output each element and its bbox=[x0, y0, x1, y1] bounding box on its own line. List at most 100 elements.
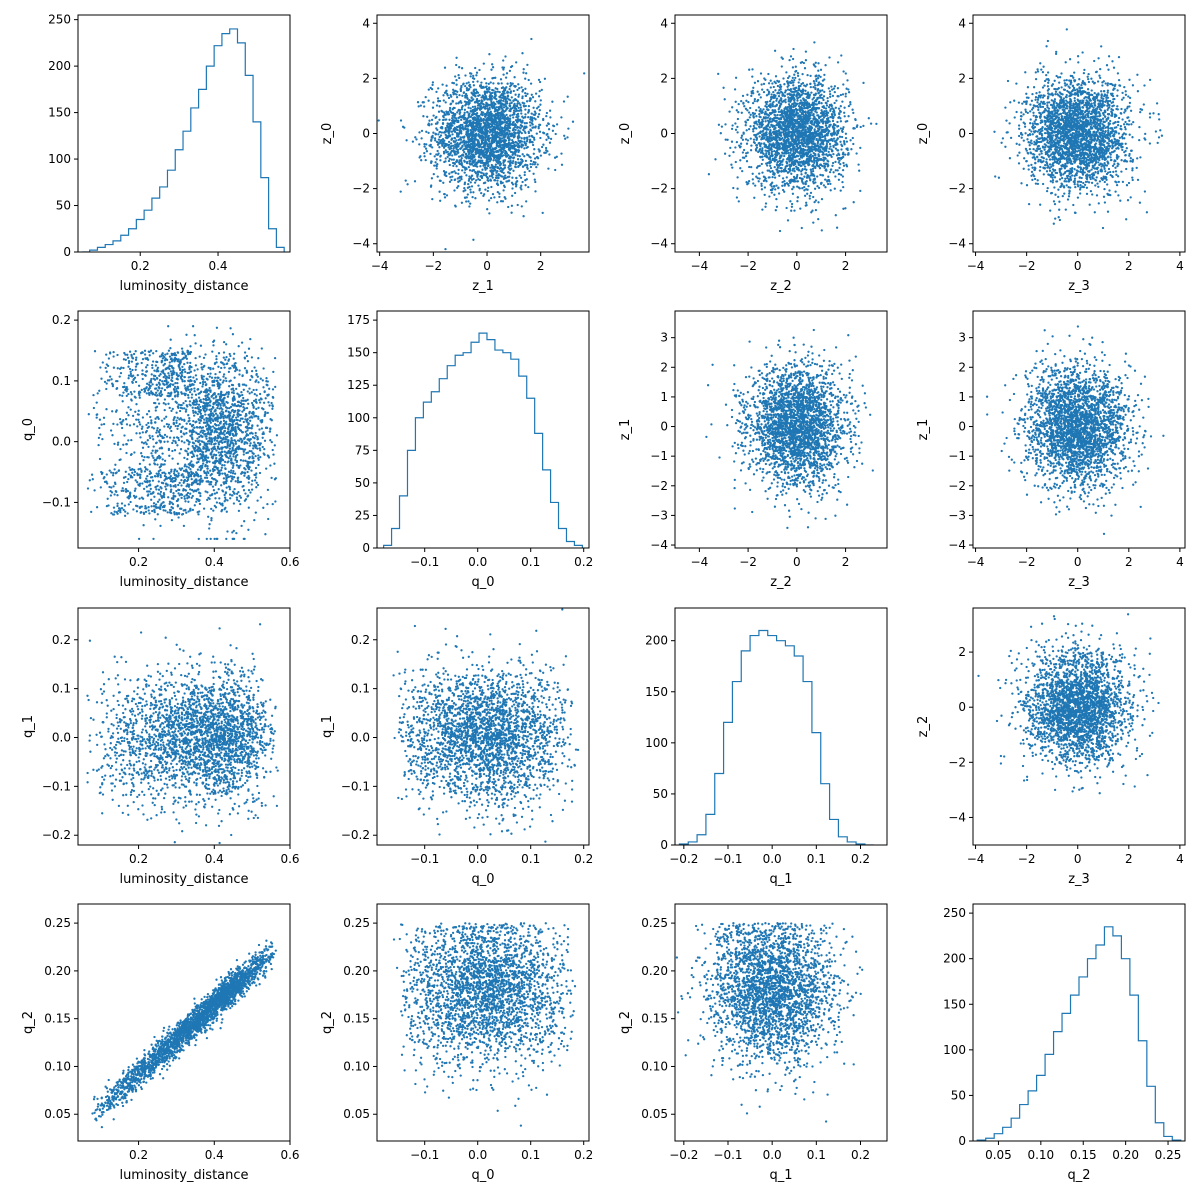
scatter-point bbox=[781, 163, 784, 166]
scatter-point bbox=[775, 99, 778, 102]
x-tick-label: 0.4 bbox=[208, 259, 227, 273]
scatter-point bbox=[814, 208, 818, 212]
scatter-point bbox=[486, 119, 489, 122]
scatter-point bbox=[781, 177, 785, 180]
scatter-point bbox=[802, 115, 805, 119]
histogram-bin bbox=[183, 131, 191, 252]
scatter-point bbox=[771, 169, 774, 173]
scatter-point bbox=[460, 118, 463, 122]
scatter-point bbox=[482, 135, 485, 139]
scatter-point bbox=[805, 155, 809, 158]
scatter-point bbox=[489, 166, 492, 169]
scatter-point bbox=[482, 172, 485, 175]
scatter-point bbox=[527, 111, 530, 114]
scatter-point bbox=[494, 163, 498, 166]
scatter-point bbox=[827, 87, 830, 90]
scatter-point bbox=[427, 131, 430, 135]
scatter-point bbox=[546, 132, 549, 136]
scatter-point bbox=[497, 132, 500, 136]
scatter-point bbox=[745, 181, 748, 184]
scatter-point bbox=[752, 138, 756, 141]
scatter-point bbox=[482, 118, 486, 121]
scatter-point bbox=[442, 181, 445, 184]
scatter-point bbox=[464, 74, 467, 77]
scatter-point bbox=[504, 55, 507, 58]
scatter-point bbox=[469, 181, 472, 184]
scatter-point bbox=[507, 136, 510, 139]
scatter-point bbox=[515, 120, 519, 124]
scatter-point bbox=[466, 140, 470, 144]
scatter-point bbox=[495, 121, 499, 124]
scatter-point bbox=[757, 106, 761, 109]
scatter-point bbox=[444, 174, 447, 177]
scatter-point bbox=[831, 94, 835, 98]
scatter-point bbox=[485, 90, 488, 93]
scatter-point bbox=[773, 49, 777, 52]
scatter-point bbox=[453, 116, 456, 119]
scatter-point bbox=[796, 72, 800, 75]
scatter-point bbox=[529, 162, 532, 166]
scatter-point bbox=[490, 174, 494, 177]
scatter-point bbox=[816, 185, 819, 188]
y-tick-label: 50 bbox=[56, 199, 71, 213]
scatter-point bbox=[451, 100, 455, 103]
histogram-bin bbox=[160, 187, 168, 252]
scatter-point bbox=[506, 82, 509, 85]
scatter-point bbox=[435, 167, 438, 170]
scatter-point bbox=[734, 122, 737, 125]
scatter-point bbox=[525, 121, 528, 125]
scatter-point bbox=[813, 200, 816, 204]
scatter-point bbox=[534, 92, 538, 95]
scatter-point bbox=[424, 147, 428, 150]
scatter-point bbox=[771, 105, 775, 108]
histogram-bin bbox=[113, 241, 121, 252]
scatter-point bbox=[448, 118, 451, 121]
scatter-point bbox=[502, 121, 506, 124]
scatter-point bbox=[791, 128, 794, 131]
x-tick-label: 0.2 bbox=[131, 259, 150, 273]
scatter-point bbox=[791, 95, 795, 98]
scatter-point bbox=[510, 150, 513, 154]
scatter-point bbox=[486, 138, 490, 141]
scatter-point bbox=[783, 182, 787, 186]
scatter-point bbox=[787, 96, 790, 99]
scatter-point bbox=[841, 130, 844, 134]
scatter-point bbox=[486, 130, 489, 133]
scatter-point bbox=[452, 146, 455, 150]
scatter-point bbox=[869, 122, 873, 125]
scatter-point bbox=[521, 119, 524, 122]
scatter-point bbox=[467, 182, 470, 186]
scatter-point bbox=[533, 117, 536, 120]
scatter-point bbox=[503, 87, 506, 90]
scatter-point bbox=[782, 138, 786, 142]
scatter-point bbox=[774, 114, 777, 117]
scatter-point bbox=[788, 113, 791, 116]
scatter-point bbox=[464, 84, 467, 88]
scatter-point bbox=[746, 109, 749, 112]
scatter-point bbox=[772, 143, 776, 146]
scatter-point bbox=[747, 111, 751, 114]
scatter-point bbox=[820, 102, 823, 105]
scatter-point bbox=[442, 99, 445, 102]
scatter-point bbox=[783, 190, 786, 193]
scatter-point bbox=[420, 129, 424, 133]
histogram-bin bbox=[222, 34, 230, 252]
scatter-point bbox=[467, 106, 470, 109]
scatter-point bbox=[795, 103, 798, 107]
scatter-point bbox=[455, 93, 458, 96]
scatter-point bbox=[495, 106, 499, 109]
scatter-point bbox=[473, 139, 476, 142]
scatter-point bbox=[831, 164, 834, 167]
scatter-point bbox=[847, 104, 851, 108]
scatter-point bbox=[793, 209, 796, 212]
x-axis-label: luminosity_distance bbox=[119, 279, 248, 294]
scatter-point bbox=[544, 151, 547, 154]
scatter-point bbox=[784, 89, 787, 92]
scatter-point bbox=[842, 164, 846, 167]
scatter-point bbox=[762, 179, 766, 183]
scatter-point bbox=[751, 172, 754, 175]
scatter-point bbox=[744, 124, 747, 127]
scatter-point bbox=[812, 145, 816, 149]
scatter-point bbox=[474, 88, 478, 91]
scatter-point bbox=[502, 68, 505, 71]
